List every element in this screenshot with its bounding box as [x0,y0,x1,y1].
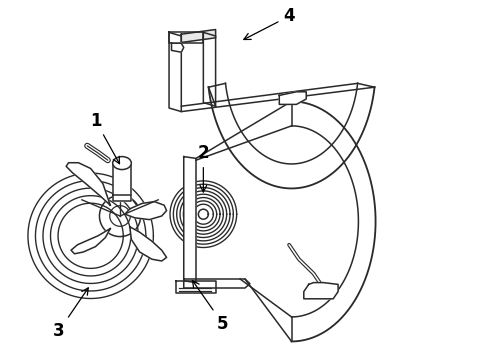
Text: 3: 3 [53,288,88,340]
Text: 2: 2 [197,144,209,192]
Polygon shape [176,281,216,293]
Ellipse shape [113,157,131,170]
Text: 1: 1 [90,112,120,164]
Polygon shape [113,163,131,196]
Text: 5: 5 [193,280,229,333]
Polygon shape [184,279,250,288]
Polygon shape [66,163,110,205]
Polygon shape [304,283,338,299]
Polygon shape [172,43,184,52]
Polygon shape [184,157,196,283]
Polygon shape [169,32,203,43]
Polygon shape [169,32,181,112]
Polygon shape [279,92,306,104]
Polygon shape [71,229,110,254]
Text: 4: 4 [244,7,295,40]
Polygon shape [113,195,131,201]
Polygon shape [181,30,216,42]
Polygon shape [130,227,167,261]
Polygon shape [125,202,167,220]
Polygon shape [203,32,216,106]
